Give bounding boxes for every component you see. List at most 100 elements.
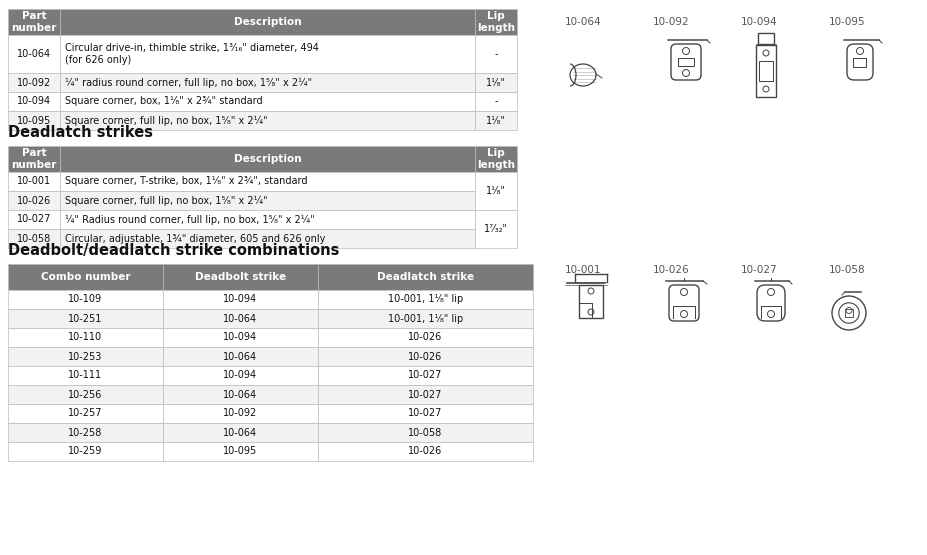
Text: 10-095: 10-095 bbox=[223, 447, 258, 457]
Text: 10-064: 10-064 bbox=[223, 390, 258, 400]
Bar bbox=[318, 385, 532, 404]
Text: 10-058: 10-058 bbox=[17, 234, 51, 244]
Text: 10-258: 10-258 bbox=[69, 427, 103, 437]
Bar bbox=[318, 347, 532, 366]
Bar bbox=[8, 73, 60, 92]
Text: 1¹⁄₈": 1¹⁄₈" bbox=[486, 78, 505, 88]
Text: 10-256: 10-256 bbox=[69, 390, 103, 400]
Text: 10-094: 10-094 bbox=[223, 295, 258, 305]
Text: 10-058: 10-058 bbox=[408, 427, 442, 437]
Text: 1⁷⁄₃₂": 1⁷⁄₃₂" bbox=[484, 224, 507, 234]
Text: 10-094: 10-094 bbox=[223, 371, 258, 381]
Bar bbox=[8, 111, 60, 130]
Text: 10-001: 10-001 bbox=[565, 265, 601, 275]
Text: Combo number: Combo number bbox=[41, 272, 130, 282]
Text: 10-027: 10-027 bbox=[408, 390, 442, 400]
Bar bbox=[318, 328, 532, 347]
Bar bbox=[8, 366, 163, 385]
Bar bbox=[758, 61, 772, 81]
Text: Circular drive-in, thimble strike, 1³⁄₁₆" diameter, 494
(for 626 only): Circular drive-in, thimble strike, 1³⁄₁₆… bbox=[65, 43, 319, 65]
Text: 10-110: 10-110 bbox=[69, 332, 103, 342]
Text: 10-001: 10-001 bbox=[17, 176, 51, 186]
Text: 10-027: 10-027 bbox=[408, 408, 442, 418]
Text: 10-001, 1¹⁄₈" lip: 10-001, 1¹⁄₈" lip bbox=[387, 295, 463, 305]
Bar bbox=[163, 328, 318, 347]
Text: 10-058: 10-058 bbox=[828, 265, 865, 275]
Bar bbox=[8, 442, 163, 461]
Bar bbox=[318, 309, 532, 328]
Bar bbox=[318, 290, 532, 309]
Bar bbox=[60, 172, 475, 191]
Bar bbox=[318, 264, 532, 290]
Text: 10-064: 10-064 bbox=[223, 314, 258, 324]
Text: 1¹⁄₈": 1¹⁄₈" bbox=[486, 115, 505, 125]
Text: Deadlatch strikes: Deadlatch strikes bbox=[8, 125, 153, 140]
Text: Deadbolt/deadlatch strike combinations: Deadbolt/deadlatch strike combinations bbox=[8, 243, 339, 258]
Bar bbox=[8, 92, 60, 111]
Bar bbox=[8, 347, 163, 366]
Text: 10-027: 10-027 bbox=[740, 265, 777, 275]
Text: Description: Description bbox=[234, 154, 301, 164]
Text: 10-111: 10-111 bbox=[69, 371, 103, 381]
Bar bbox=[8, 9, 60, 35]
Bar bbox=[60, 73, 475, 92]
Bar bbox=[163, 290, 318, 309]
Text: Square corner, T-strike, box, 1¹⁄₈" x 2¾", standard: Square corner, T-strike, box, 1¹⁄₈" x 2¾… bbox=[65, 176, 307, 186]
Text: 10-095: 10-095 bbox=[828, 17, 865, 27]
Bar bbox=[8, 328, 163, 347]
Bar bbox=[475, 9, 516, 35]
Bar bbox=[318, 404, 532, 423]
Text: 10-092: 10-092 bbox=[653, 17, 689, 27]
Bar bbox=[475, 111, 516, 130]
Text: Square corner, full lip, no box, 1⁵⁄₈" x 2¼": Square corner, full lip, no box, 1⁵⁄₈" x… bbox=[65, 115, 267, 125]
Text: 10-094: 10-094 bbox=[17, 97, 51, 107]
Text: 1¹⁄₈": 1¹⁄₈" bbox=[486, 186, 505, 196]
Text: 10-064: 10-064 bbox=[565, 17, 601, 27]
Text: 10-026: 10-026 bbox=[17, 195, 51, 205]
Text: 10-001, 1¹⁄₈" lip: 10-001, 1¹⁄₈" lip bbox=[387, 314, 463, 324]
Bar bbox=[8, 290, 163, 309]
Bar bbox=[475, 92, 516, 111]
Text: 10-064: 10-064 bbox=[223, 351, 258, 361]
Bar bbox=[475, 172, 516, 210]
Bar bbox=[163, 264, 318, 290]
Bar bbox=[578, 285, 603, 318]
Text: 10-027: 10-027 bbox=[17, 214, 51, 225]
Text: 10-026: 10-026 bbox=[408, 447, 442, 457]
Text: 10-064: 10-064 bbox=[223, 427, 258, 437]
Bar bbox=[8, 191, 60, 210]
Text: ¼" radius round corner, full lip, no box, 1⁵⁄₈" x 2¼": ¼" radius round corner, full lip, no box… bbox=[65, 77, 311, 88]
Text: 10-094: 10-094 bbox=[223, 332, 258, 342]
Bar bbox=[8, 146, 60, 172]
Text: ¼" Radius round corner, full lip, no box, 1⁵⁄₈" x 2¼": ¼" Radius round corner, full lip, no box… bbox=[65, 214, 314, 225]
Bar bbox=[475, 210, 516, 248]
Bar bbox=[475, 35, 516, 73]
Bar bbox=[8, 309, 163, 328]
Text: 10-092: 10-092 bbox=[17, 78, 51, 88]
Text: Part
number: Part number bbox=[11, 11, 57, 33]
Text: Lip
length: Lip length bbox=[476, 148, 514, 170]
Bar bbox=[475, 73, 516, 92]
Bar bbox=[163, 385, 318, 404]
Bar bbox=[8, 172, 60, 191]
Text: Deadlatch strike: Deadlatch strike bbox=[376, 272, 474, 282]
Bar bbox=[60, 210, 475, 229]
Bar bbox=[163, 442, 318, 461]
Bar bbox=[678, 58, 693, 66]
Text: 10-026: 10-026 bbox=[408, 332, 442, 342]
Bar bbox=[318, 366, 532, 385]
Bar bbox=[163, 347, 318, 366]
Text: 10-026: 10-026 bbox=[408, 351, 442, 361]
Text: 10-109: 10-109 bbox=[69, 295, 103, 305]
Text: 10-253: 10-253 bbox=[69, 351, 103, 361]
Text: 10-064: 10-064 bbox=[17, 49, 51, 59]
Bar bbox=[163, 309, 318, 328]
Bar bbox=[318, 423, 532, 442]
Bar bbox=[163, 423, 318, 442]
Bar bbox=[60, 146, 475, 172]
Bar bbox=[844, 309, 852, 317]
Bar bbox=[8, 423, 163, 442]
Bar bbox=[8, 264, 163, 290]
Bar bbox=[163, 404, 318, 423]
Text: Circular, adjustable, 1¾" diameter, 605 and 626 only: Circular, adjustable, 1¾" diameter, 605 … bbox=[65, 234, 325, 244]
